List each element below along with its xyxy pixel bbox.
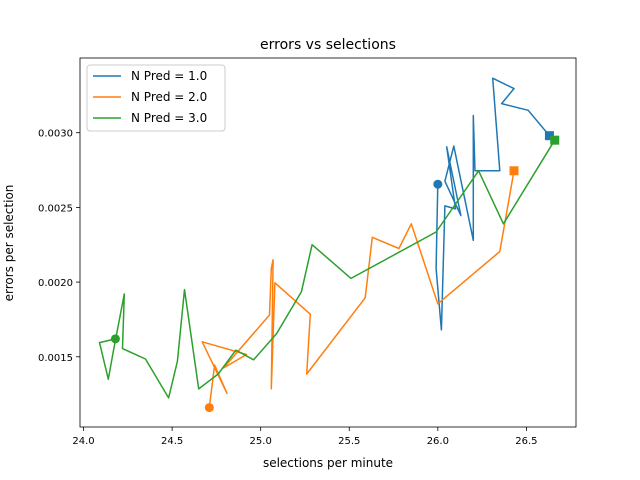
x-tick-label: 25.0 (250, 436, 272, 447)
legend-label-2: N Pred = 2.0 (131, 90, 207, 104)
series-start-marker-3 (110, 334, 120, 344)
series-end-marker-3 (550, 135, 560, 145)
legend-label-3: N Pred = 3.0 (131, 111, 207, 125)
legend-box (86, 64, 226, 132)
chart-title: errors vs selections (260, 37, 396, 53)
series-end-marker-1 (544, 131, 554, 141)
legend: N Pred = 1.0 N Pred = 2.0 N Pred = 3.0 (86, 64, 226, 132)
y-tick-label: 0.0025 (38, 203, 73, 214)
y-axis-label: errors per selection (2, 185, 16, 302)
legend-label-1: N Pred = 1.0 (131, 69, 207, 83)
series-line-2 (201, 170, 515, 408)
y-tick-label: 0.0030 (38, 129, 73, 140)
x-axis-label: selections per minute (263, 456, 393, 470)
series-layer (98, 77, 560, 413)
x-tick-label: 24.0 (72, 436, 94, 447)
x-tick-label: 26.5 (515, 436, 537, 447)
series-end-marker-2 (509, 166, 519, 176)
series-start-marker-1 (433, 179, 443, 189)
series-line-3 (98, 139, 556, 399)
x-tick-label: 24.5 (161, 436, 183, 447)
plot-frame (79, 57, 577, 428)
y-tick-label: 0.0015 (38, 353, 73, 364)
x-tick-label: 25.5 (338, 436, 360, 447)
x-tick-label: 26.0 (427, 436, 449, 447)
y-tick-label: 0.0020 (38, 278, 73, 289)
series-start-marker-2 (204, 403, 214, 413)
axes-layer: 24.0 24.5 25.0 25.5 26.0 26.5 0.0015 0.0020 0.00… (38, 57, 577, 447)
